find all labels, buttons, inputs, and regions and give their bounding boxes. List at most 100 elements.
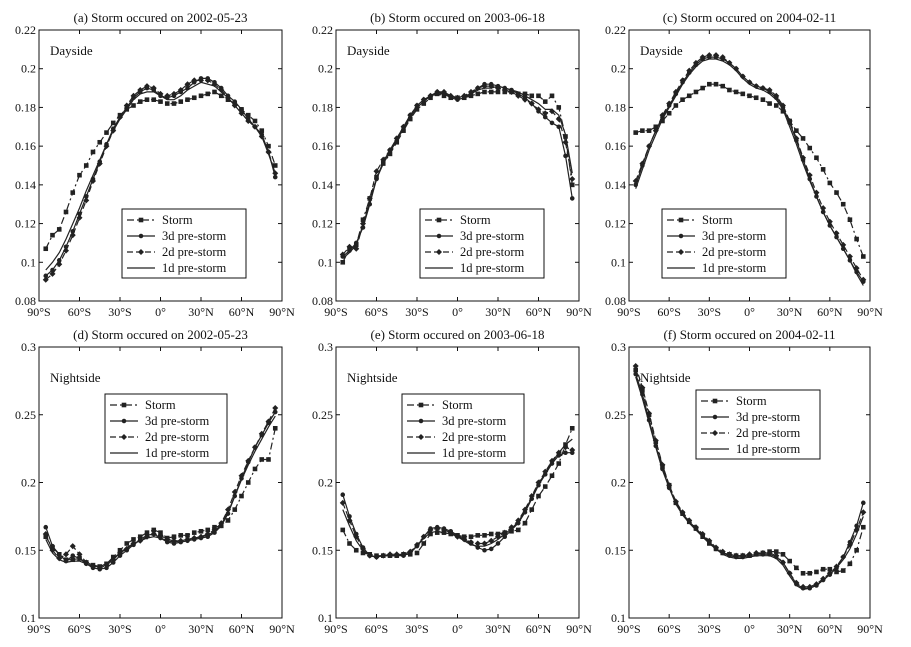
data-point [686,67,693,74]
data-point [673,103,679,108]
data-point [63,209,69,215]
y-tick-label: 0.15 [605,543,626,557]
data-point [130,92,137,99]
data-point [495,541,501,546]
y-tick-label: 0.08 [605,294,626,308]
data-point [245,480,251,485]
data-point [814,569,819,575]
x-tick-label: 90°S [617,305,640,319]
data-point [820,167,826,172]
data-point [515,92,522,99]
legend-label: 1d pre-storm [162,261,226,275]
y-tick-label: 0.22 [15,23,36,37]
data-point [339,251,346,258]
x-tick-label: 90°S [324,305,347,319]
data-point [198,93,204,99]
y-tick-label: 0.3 [21,340,36,354]
legend-marker [435,248,443,256]
data-point [563,450,568,455]
data-point [529,507,535,512]
data-point [137,86,144,94]
data-point [834,190,839,195]
data-point [110,120,116,126]
data-point [861,524,866,530]
data-point [393,551,400,558]
x-tick-label: 90°N [269,305,295,319]
legend: Storm 3d pre-storm 2d pre-storm 1d pre-stor… [419,208,545,279]
data-point [773,103,779,108]
data-point [49,270,56,277]
data-point [542,99,548,104]
side-annotation: Dayside [50,43,93,58]
data-point [482,89,487,95]
x-tick-label: 60°S [365,305,388,319]
x-tick-label: 60°N [229,622,255,636]
data-point [826,218,833,225]
data-point [528,100,535,107]
data-point [549,473,555,479]
legend-label: 3d pre-storm [442,414,506,428]
data-point [124,541,130,546]
data-point [353,547,359,553]
data-point [535,106,542,113]
data-point [272,426,278,431]
data-point [184,81,191,88]
data-point [70,190,76,195]
x-tick-label: 60°S [365,622,388,636]
data-point [225,518,231,523]
legend-label: 1d pre-storm [702,261,766,275]
series-line [45,81,276,271]
x-tick-label: 0° [452,305,463,319]
y-tick-label: 0.3 [611,340,626,354]
data-point [693,89,699,95]
x-tick-label: 0° [744,622,755,636]
panel-3: (c) Storm occured on 2004-02-11 0.08 0.1 0.… [605,10,883,319]
y-tick-label: 0.2 [318,476,333,490]
y-tick-label: 0.1 [318,255,333,269]
data-point [666,110,672,116]
x-tick-label: 30°S [405,622,428,636]
x-tick-label: 90°N [566,622,592,636]
legend-marker [677,248,685,256]
data-point [150,85,157,92]
panel-6: (f) Storm occured on 2004-02-11 0.1 0.15 0.… [605,327,883,636]
series-1d-pre-storm [45,415,276,568]
series-line [342,438,573,558]
data-point [70,553,76,558]
data-point [252,466,258,472]
legend-marker [418,402,424,408]
data-point [346,517,353,524]
data-point [713,81,719,87]
y-tick-label: 0.2 [611,476,626,490]
y-tick-label: 0.25 [15,408,36,422]
series-line [45,415,276,568]
data-point [488,531,494,537]
legend-marker [436,233,442,239]
x-tick-label: 90°N [566,305,592,319]
data-point [861,500,866,506]
data-point [794,128,799,133]
legend-label: Storm [460,213,491,227]
y-tick-label: 0.2 [318,62,333,76]
data-point [212,89,217,95]
x-tick-label: 60°S [657,305,680,319]
x-tick-label: 0° [155,622,166,636]
y-tick-label: 0.1 [318,611,333,625]
data-point [706,52,713,59]
data-point [779,102,786,109]
plot-frame [38,346,283,619]
panel-title: (d) Storm occured on 2002-05-23 [73,327,248,342]
data-point [847,561,853,567]
data-point [259,128,265,133]
x-tick-label: 30°N [777,622,803,636]
data-point [177,86,184,94]
legend-marker [138,217,144,223]
data-point [474,540,481,547]
legend-label: 3d pre-storm [460,229,524,243]
data-point [529,93,535,99]
data-point [252,118,258,124]
y-tick-label: 0.22 [312,23,333,37]
data-point [563,153,568,159]
data-point [556,124,562,130]
panel-4: (d) Storm occured on 2002-05-23 0.1 0.15 0.… [15,327,295,636]
